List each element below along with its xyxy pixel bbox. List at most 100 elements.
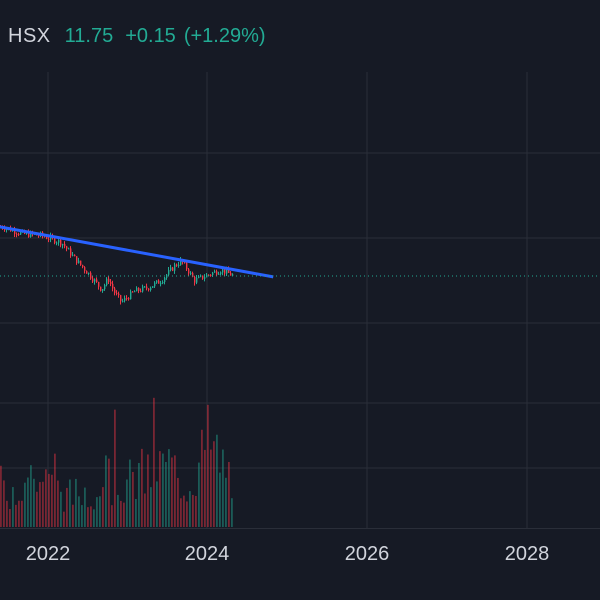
volume-bar <box>192 494 194 527</box>
candle-body <box>68 248 70 250</box>
volume-bar <box>27 477 29 527</box>
candle-body <box>170 267 172 271</box>
volume-bar <box>90 506 92 527</box>
volume-bar <box>171 457 173 527</box>
candle-body <box>150 287 152 290</box>
volume-bar <box>93 509 95 527</box>
candle-body <box>64 243 66 247</box>
volume-bar <box>108 458 110 527</box>
time-axis[interactable]: 2022 2024 2026 2028 <box>0 528 600 600</box>
candle-body <box>38 235 40 237</box>
volume-bar <box>120 500 122 527</box>
time-axis-label: 2022 <box>25 543 71 565</box>
candle-body <box>110 281 112 284</box>
candle-body <box>74 254 76 257</box>
symbol-header: HSX 11.75 +0.15 (+1.29%) <box>0 0 600 72</box>
candle-body <box>178 264 180 266</box>
candle-body <box>208 274 210 276</box>
candle-body <box>198 276 200 278</box>
volume-bar <box>153 397 155 527</box>
symbol-label[interactable]: HSX <box>8 24 51 47</box>
volume-bar <box>138 462 140 527</box>
volume-bar <box>135 498 137 527</box>
volume-bar <box>210 449 212 527</box>
candle-body <box>70 248 72 256</box>
candle-body <box>66 246 68 249</box>
volume-bar <box>216 434 218 527</box>
candle-body <box>152 286 154 288</box>
volume-bar <box>222 449 224 527</box>
trend-line[interactable] <box>0 221 274 279</box>
volume-bar <box>204 449 206 527</box>
candle-body <box>206 274 208 278</box>
volume-bar <box>69 479 71 527</box>
volume-bar <box>63 511 65 527</box>
volume-bar <box>114 409 116 527</box>
volume-bar <box>144 493 146 527</box>
volume-bar <box>159 451 161 527</box>
candle-body <box>46 236 48 239</box>
candle-body <box>188 269 190 274</box>
candle-body <box>128 298 130 300</box>
candle-body <box>122 300 124 302</box>
volume-bar <box>225 477 227 527</box>
chart-grid <box>0 72 600 528</box>
candle-body <box>94 279 96 282</box>
candle-body <box>48 238 50 240</box>
volume-bar <box>180 498 182 527</box>
volume-bar <box>39 482 41 527</box>
candle-body <box>90 272 92 279</box>
candle-body <box>88 272 90 274</box>
candle-body <box>80 260 82 265</box>
volume-bar <box>36 491 38 527</box>
candle-body <box>86 270 88 274</box>
volume-bar <box>9 509 11 527</box>
candle-body <box>100 286 102 291</box>
candle-body <box>202 275 204 279</box>
candle-body <box>108 278 110 282</box>
candle-body <box>134 291 136 293</box>
volume-bar <box>66 487 68 527</box>
volume-bar <box>105 455 107 527</box>
volume-bar <box>213 441 215 527</box>
candle-body <box>192 272 194 277</box>
volume-bar <box>12 487 14 527</box>
candle-body <box>176 264 178 266</box>
volume-bar <box>207 404 209 527</box>
candle-body <box>28 232 30 237</box>
volume-bar <box>162 453 164 527</box>
volume-bar <box>33 478 35 527</box>
price-change: +0.15 <box>125 24 176 47</box>
volume-bar <box>45 469 47 527</box>
time-axis-label: 2028 <box>504 543 550 565</box>
volume-bar <box>126 479 128 527</box>
candle-body <box>106 278 108 285</box>
candle-body <box>124 297 126 301</box>
volume-bar <box>78 496 80 527</box>
volume-bar <box>48 473 50 527</box>
candle-body <box>60 240 62 246</box>
candle-body <box>18 234 20 236</box>
candle-body <box>96 279 98 283</box>
candle-body <box>92 278 94 282</box>
candle-body <box>224 269 226 274</box>
volume-bar <box>231 498 233 527</box>
candle-body <box>140 290 142 292</box>
volume-bar <box>75 478 77 527</box>
volume-bar <box>195 495 197 527</box>
candle-body <box>14 229 16 234</box>
candle-body <box>102 289 104 291</box>
volume-bar <box>6 500 8 527</box>
volume-bar <box>228 461 230 527</box>
price-change-percent: (+1.29%) <box>183 24 266 47</box>
volume-bar <box>54 453 56 527</box>
candle-body <box>172 267 174 271</box>
volume-bar <box>165 461 167 527</box>
candle-body <box>78 260 80 264</box>
candle-body <box>180 259 182 265</box>
candle-body <box>146 286 148 289</box>
candle-body <box>186 262 188 270</box>
time-axis-label: 2026 <box>344 543 390 565</box>
volume-bar <box>141 448 143 527</box>
